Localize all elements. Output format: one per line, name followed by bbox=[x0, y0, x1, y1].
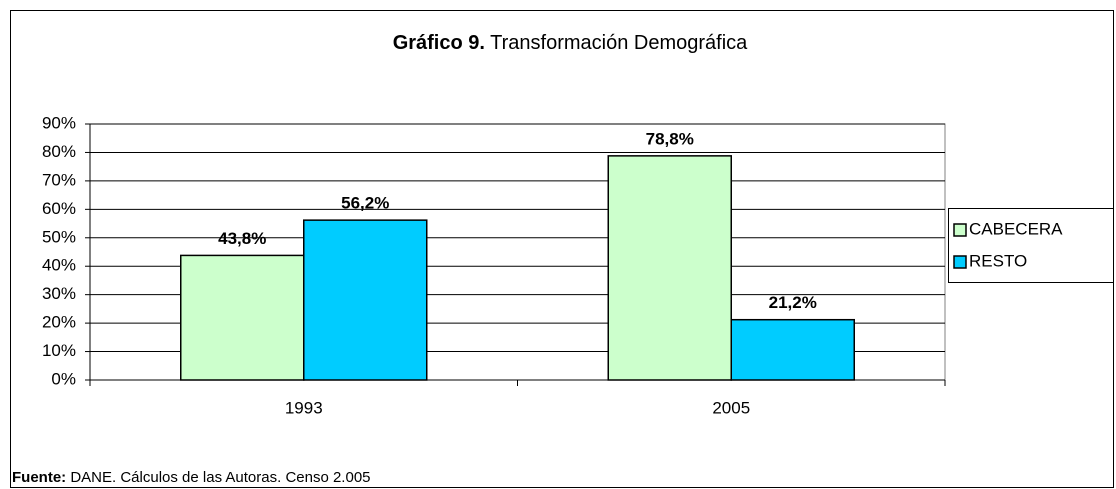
y-tick-label: 70% bbox=[42, 170, 76, 189]
legend-swatch bbox=[953, 223, 967, 237]
value-label: 21,2% bbox=[769, 293, 817, 312]
y-tick-label: 90% bbox=[42, 113, 76, 132]
title-text: Transformación Demográfica bbox=[490, 32, 748, 54]
y-tick-label: 60% bbox=[42, 199, 76, 218]
value-label: 43,8% bbox=[218, 229, 266, 248]
y-tick-label: 10% bbox=[42, 341, 76, 360]
y-tick-label: 50% bbox=[42, 227, 76, 246]
x-tick-label: 1993 bbox=[285, 398, 323, 417]
y-tick-label: 0% bbox=[51, 369, 76, 388]
bar bbox=[730, 318, 855, 381]
source-label: Fuente: bbox=[12, 469, 66, 486]
y-tick-label: 30% bbox=[42, 284, 76, 303]
legend-swatch bbox=[953, 255, 967, 269]
source-text: DANE. Cálculos de las Autoras. Censo 2.0… bbox=[70, 469, 370, 486]
y-tick-label: 80% bbox=[42, 142, 76, 161]
title-label: Gráfico 9. bbox=[393, 32, 485, 54]
value-label: 56,2% bbox=[341, 194, 389, 213]
bar bbox=[180, 254, 305, 381]
y-tick-label: 20% bbox=[42, 313, 76, 332]
chart-title: Gráfico 9. Transformación Demográfica bbox=[393, 32, 748, 54]
bar bbox=[607, 155, 732, 381]
bar bbox=[303, 219, 428, 381]
value-label: 78,8% bbox=[646, 129, 694, 148]
x-tick-label: 2005 bbox=[712, 398, 750, 417]
source-note: Fuente: DANE. Cálculos de las Autoras. C… bbox=[12, 469, 371, 486]
legend-label: RESTO bbox=[969, 251, 1027, 270]
legend-frame bbox=[948, 208, 1114, 283]
legend-label: CABECERA bbox=[969, 219, 1063, 238]
y-tick-label: 40% bbox=[42, 256, 76, 275]
